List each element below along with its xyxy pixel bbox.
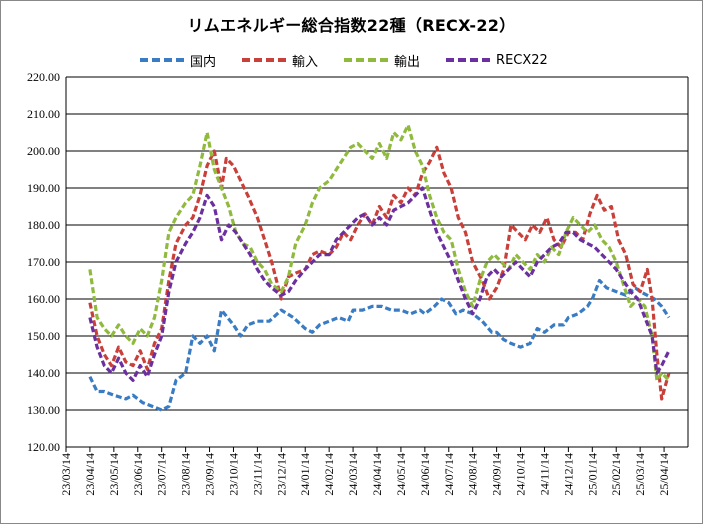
x-tick-label: 23/10/14 [226, 453, 240, 496]
legend-item-0: 国内 [140, 51, 216, 70]
x-tick-label: 23/06/14 [131, 453, 145, 496]
x-tick-label: 23/09/14 [203, 453, 217, 496]
x-tick-label: 23/08/14 [179, 453, 193, 496]
x-tick-label: 23/12/14 [274, 453, 288, 496]
series-line-3 [88, 186, 671, 382]
x-tick-label: 24/11/14 [537, 453, 551, 495]
x-tick-label: 24/09/14 [490, 453, 504, 496]
legend: 国内 輸入 輸出 RECX22 [140, 50, 574, 70]
legend-item-3: RECX22 [446, 53, 548, 68]
x-tick-label: 23/03/14 [59, 453, 73, 496]
y-tick-label: 190.00 [27, 181, 60, 195]
y-tick-label: 120.00 [27, 440, 60, 454]
y-tick-label: 170.00 [27, 255, 60, 269]
series-line-0 [88, 278, 671, 412]
series-line-1 [88, 145, 671, 401]
legend-item-1: 輸入 [242, 51, 318, 70]
legend-label-3: RECX22 [496, 52, 548, 68]
legend-label-2: 輸出 [394, 54, 421, 70]
legend-swatch-1 [242, 58, 287, 62]
x-tick-label: 24/05/14 [394, 453, 408, 496]
x-tick-label: 23/11/14 [250, 453, 264, 495]
legend-swatch-2 [344, 58, 389, 62]
x-tick-label: 23/07/14 [155, 453, 169, 496]
chart-title: リムエネルギー総合指数22種（RECX-22） [187, 16, 516, 35]
legend-swatch-0 [140, 58, 184, 62]
y-tick-label: 160.00 [27, 292, 60, 306]
legend-swatch-3 [446, 58, 491, 62]
x-tick-label: 25/02/14 [609, 453, 623, 496]
x-tick-label: 24/10/14 [514, 453, 528, 496]
y-tick-label: 140.00 [27, 366, 60, 380]
legend-item-2: 輸出 [344, 51, 420, 70]
legend-label-1: 輸入 [292, 54, 319, 70]
y-tick-label: 200.00 [27, 144, 60, 158]
y-tick-label: 180.00 [27, 218, 60, 232]
x-tick-label: 23/05/14 [107, 453, 121, 496]
series-line-2 [88, 123, 671, 382]
y-tick-label: 210.00 [27, 107, 60, 121]
x-tick-label: 25/04/14 [657, 453, 671, 496]
y-tick-label: 130.00 [27, 403, 60, 417]
x-tick-label: 24/06/14 [418, 453, 432, 496]
x-tick-label: 24/12/14 [561, 453, 575, 496]
x-tick-label: 24/01/14 [298, 453, 312, 496]
y-tick-label: 150.00 [27, 329, 60, 343]
y-tick-label: 220.00 [27, 70, 60, 84]
x-tick-label: 24/04/14 [370, 453, 384, 496]
x-tick-label: 24/02/14 [322, 453, 336, 496]
x-tick-label: 24/08/14 [466, 453, 480, 496]
x-tick-label: 25/03/14 [633, 453, 647, 496]
x-tick-label: 23/04/14 [83, 453, 97, 496]
x-tick-label: 24/03/14 [346, 453, 360, 496]
x-tick-label: 24/07/14 [442, 453, 456, 496]
legend-label-0: 国内 [190, 54, 217, 70]
x-tick-label: 25/01/14 [585, 453, 599, 496]
